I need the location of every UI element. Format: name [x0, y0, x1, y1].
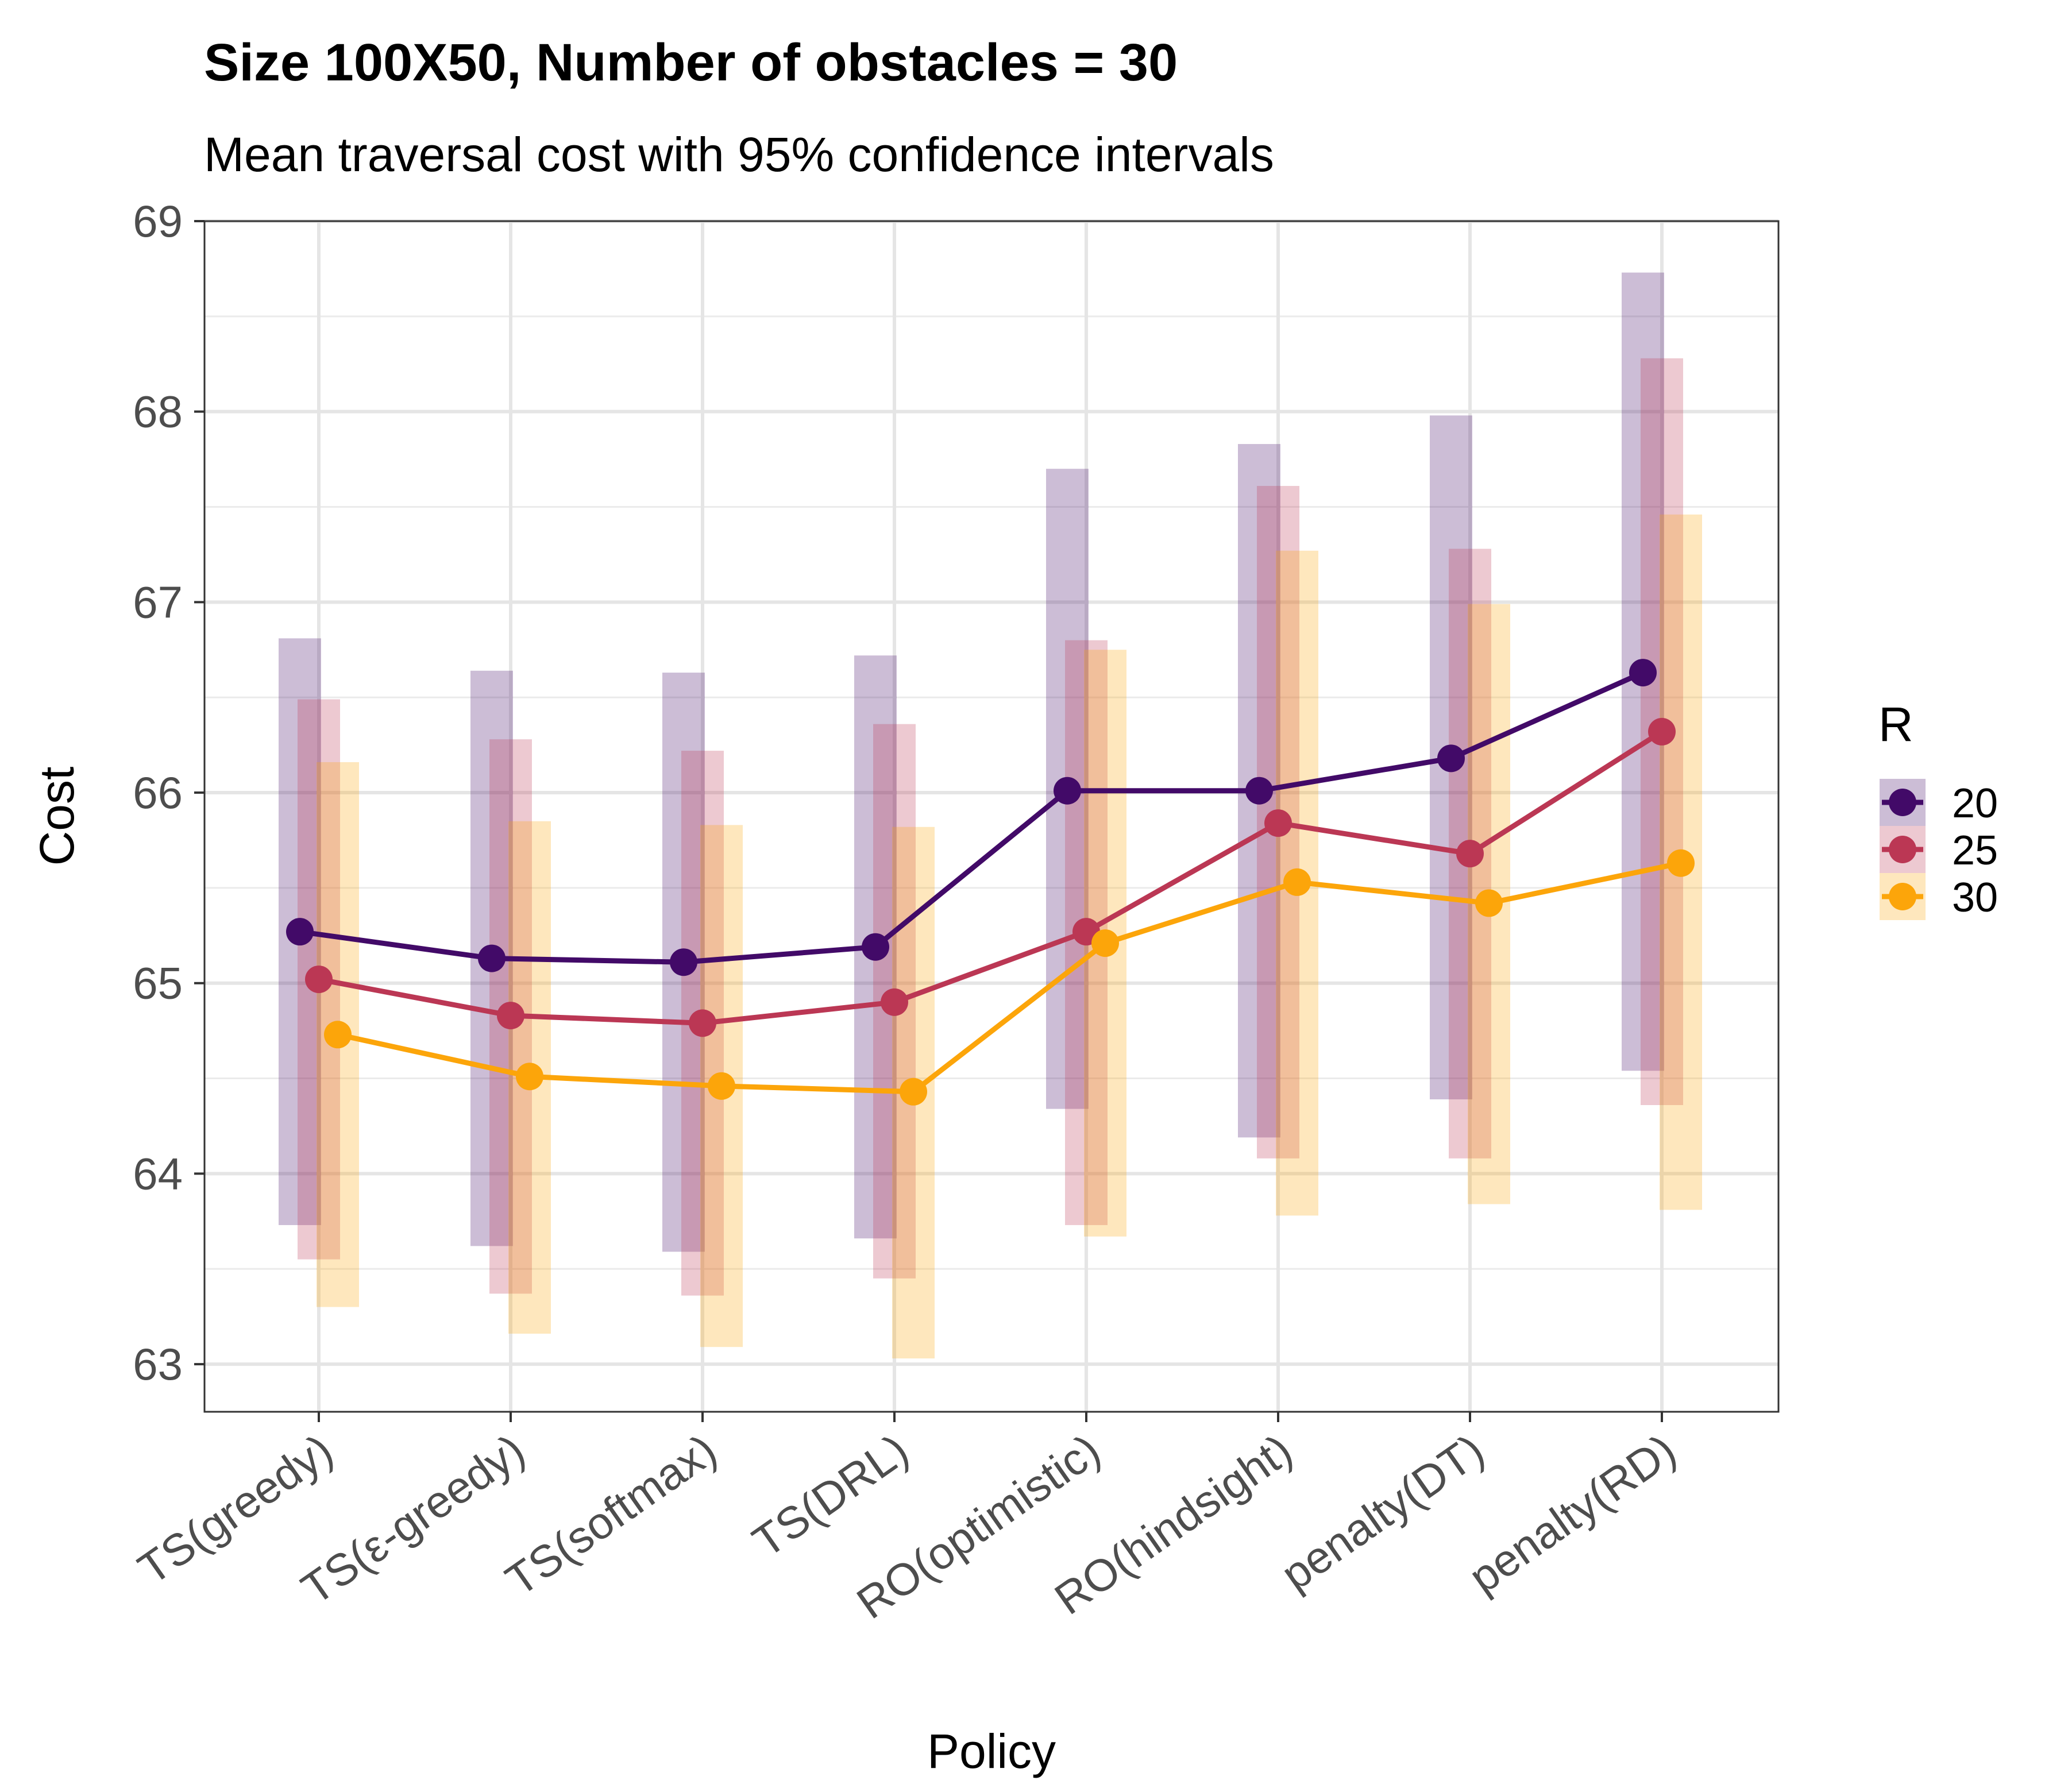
series-lines	[299, 670, 1681, 1095]
x-tick-label: penalty(RD)	[1460, 1424, 1684, 1603]
data-point	[900, 1077, 927, 1106]
data-point	[1054, 777, 1081, 805]
data-point	[708, 1072, 735, 1100]
data-point	[1437, 744, 1465, 773]
data-point	[1667, 849, 1695, 877]
data-point	[1475, 889, 1503, 917]
data-point	[881, 988, 908, 1016]
legend-label: 30	[1952, 875, 1998, 921]
data-point	[497, 1002, 524, 1030]
data-point	[1245, 777, 1273, 805]
y-tick-label: 66	[133, 767, 183, 818]
legend-label: 25	[1952, 828, 1998, 874]
series-line	[318, 729, 1664, 1026]
legend-key-point	[1889, 883, 1916, 910]
legend-title: R	[1878, 697, 1913, 751]
chart-subtitle: Mean traversal cost with 95% confidence …	[204, 128, 1274, 181]
data-point	[516, 1063, 543, 1091]
data-point	[286, 918, 314, 946]
y-tick-label: 65	[133, 958, 183, 1009]
data-point	[689, 1009, 716, 1037]
data-point	[324, 1021, 352, 1049]
data-point	[1648, 717, 1676, 746]
y-tick-label: 68	[133, 387, 183, 437]
grid	[205, 219, 1778, 1412]
data-point	[862, 933, 889, 961]
series-line	[337, 860, 1681, 1095]
data-point	[1629, 659, 1657, 687]
y-tick-label: 69	[133, 196, 183, 246]
data-point	[1283, 868, 1311, 896]
y-axis: 63 64 65 66 67 68 69	[133, 196, 205, 1389]
data-point	[670, 948, 697, 976]
x-tick-label: TS(softmax)	[496, 1424, 725, 1606]
x-axis: TS(greedy)TS(ε-greedy)TS(softmax) TS(DRL)…	[129, 1412, 1685, 1628]
x-tick-label: TS(DRL)	[743, 1424, 917, 1567]
x-axis-title: Policy	[927, 1724, 1056, 1778]
legend-key-point	[1889, 836, 1916, 863]
y-tick-label: 63	[133, 1339, 183, 1389]
data-point	[1091, 929, 1119, 957]
data-point	[1456, 840, 1484, 868]
data-point	[305, 965, 333, 994]
x-tick-label: penalty(DT)	[1272, 1424, 1493, 1600]
y-tick-label: 64	[133, 1148, 183, 1199]
legend-label: 20	[1952, 781, 1998, 827]
confidence-intervals	[279, 272, 1702, 1359]
series-points	[286, 659, 1695, 1106]
panel-border	[203, 220, 1780, 1413]
y-axis-title: Cost	[30, 767, 84, 866]
y-tick-label: 67	[133, 577, 183, 627]
legend-key-point	[1889, 789, 1916, 816]
data-point	[478, 944, 506, 972]
data-point	[1264, 809, 1292, 837]
chart-title: Size 100X50, Number of obstacles = 30	[204, 33, 1178, 92]
series-line	[299, 670, 1644, 965]
